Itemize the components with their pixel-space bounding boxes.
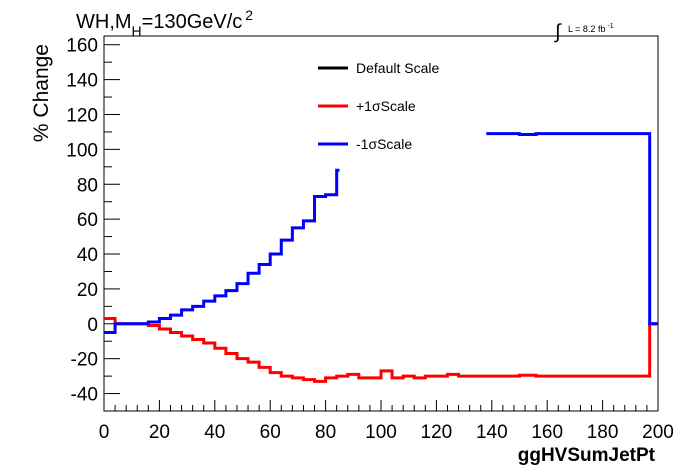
- x-tick-label: 160: [531, 422, 563, 443]
- lumi-integral: ∫: [554, 21, 562, 43]
- x-tick-label: 0: [99, 422, 110, 443]
- x-tick-label: 120: [421, 422, 453, 443]
- legend: Default Scale +1σScale -1σScale: [318, 60, 439, 152]
- y-tick-label: 160: [66, 36, 98, 57]
- series-group: [104, 132, 658, 383]
- x-tick-label: 180: [587, 422, 619, 443]
- legend-label: +1σScale: [356, 98, 416, 114]
- y-tick-label: 0: [87, 315, 98, 336]
- title-rest: =130GeV/c: [142, 11, 243, 33]
- chart-title: WH,MH=130GeV/c 2: [76, 7, 253, 39]
- legend-label: -1σScale: [356, 136, 412, 152]
- x-tick-label: 60: [260, 422, 281, 443]
- y-tick-label: -40: [71, 385, 98, 406]
- legend-label: Default Scale: [356, 60, 439, 76]
- x-tick-label: 100: [365, 422, 397, 443]
- title-subscript: H: [132, 23, 142, 39]
- y-tick-label: -20: [71, 350, 98, 371]
- lumi-label: L = 8.2 fb -1: [568, 23, 614, 34]
- y-tick-label: 120: [66, 105, 98, 126]
- y-tick-label: 140: [66, 71, 98, 92]
- lumi-text: L = 8.2 fb: [568, 24, 605, 34]
- x-axis-title: ggHVSumJetPt: [518, 445, 656, 466]
- lumi-superscript: -1: [607, 23, 613, 30]
- x-tick-label: 200: [642, 422, 674, 443]
- x-tick-label: 20: [149, 422, 170, 443]
- title-superscript: 2: [245, 7, 253, 23]
- y-axis: -40 -20 0 20 40 60 80 100 120 140 160: [66, 36, 120, 412]
- y-tick-label: 60: [77, 210, 98, 231]
- x-axis: 0 20 40 60 80 100 120 140 160 180 200: [99, 400, 674, 443]
- y-axis-title: % Change: [30, 44, 53, 142]
- series-line--1-scale: [104, 317, 658, 383]
- y-tick-label: 20: [77, 280, 98, 301]
- x-tick-label: 80: [315, 422, 336, 443]
- plot-frame: [103, 35, 659, 412]
- x-tick-label: 40: [204, 422, 225, 443]
- x-tick-label: 140: [476, 422, 508, 443]
- y-tick-label: 80: [77, 175, 98, 196]
- series-line--1-scale: [104, 132, 658, 335]
- y-tick-label: 100: [66, 140, 98, 161]
- y-tick-label: 40: [77, 245, 98, 266]
- title-main: WH,M: [76, 11, 132, 33]
